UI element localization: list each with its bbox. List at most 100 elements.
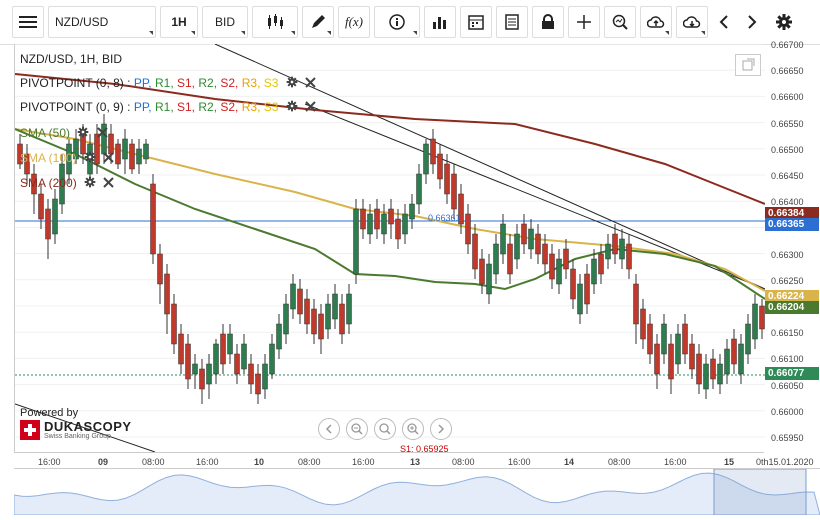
pivot-legend-1: PIVOTPOINT (0, 8) : PP, R1, S1, R2, S2, … [20,76,316,91]
info-button[interactable] [374,6,420,38]
candle-body [759,305,765,330]
candle-body [220,333,226,365]
dukascopy-logo: DUKASCOPY Swiss Banking Group [20,420,132,440]
settings-button[interactable] [768,6,800,38]
scroll-right-button[interactable] [740,6,764,38]
close-icon [96,127,108,138]
nav-forward-button[interactable] [430,418,452,440]
sma-remove-button[interactable] [96,127,108,141]
time-tick-label: 08:00 [142,457,165,467]
candle-body [745,323,751,355]
pivot-item: S3 [260,100,279,114]
sma-remove-button[interactable] [103,152,115,166]
time-tick-label: 08:00 [608,457,631,467]
sma-remove-button[interactable] [103,177,115,191]
sma-settings-button[interactable] [77,126,89,141]
instrument-selector[interactable]: NZD/USD [48,6,156,38]
sma-settings-button[interactable] [84,176,96,191]
zoom-out-button[interactable] [346,418,368,440]
time-tick-label: 16:00 [196,457,219,467]
candle-body [185,343,191,380]
candle-body [297,288,303,315]
menu-button[interactable] [12,6,44,38]
function-label: f(x) [344,14,364,29]
side-selector[interactable]: BID [202,6,248,38]
lock-icon [542,14,554,29]
indicators-button[interactable]: f(x) [338,6,370,38]
chevron-right-icon [438,424,445,434]
sma50-legend: SMA (50) [20,126,108,141]
draw-button[interactable] [302,6,334,38]
bar-chart-icon [433,17,446,29]
scroll-left-button[interactable] [712,6,736,38]
expand-button[interactable] [735,54,761,76]
pivot-remove-button[interactable] [305,77,316,91]
price-tick-label: 0.66100 [771,354,804,365]
price-tick-label: 0.66650 [771,66,804,77]
candle-body [59,163,65,205]
candle-body [381,213,387,235]
crosshair-button[interactable] [568,6,600,38]
candle-body [717,363,723,385]
candle-body [458,193,464,225]
price-axis[interactable]: 0.66700 0.66650 0.66600 0.66550 0.66500 0.664… [765,40,820,452]
candle-body [479,258,485,285]
calendar-button[interactable] [460,6,492,38]
candle-body [710,358,716,380]
candle-body [577,283,583,315]
zoom-button[interactable] [604,6,636,38]
candle-body [318,313,324,340]
time-tick-label: 09 [98,457,109,467]
side-label: BID [214,15,235,29]
caret-icon [291,31,295,35]
pivot-item: S1, [173,76,196,90]
pivot-remove-button[interactable] [305,101,316,115]
candle-body [605,243,611,260]
upload-button[interactable] [640,6,672,38]
candle-body [164,273,170,315]
chart-type-button[interactable] [252,6,298,38]
download-button[interactable] [676,6,708,38]
candle-body [549,253,555,280]
candle-body [199,368,205,390]
candle-body [38,193,44,220]
close-icon [305,101,316,112]
candle-body [290,283,296,310]
brand-name: DUKASCOPY [44,419,132,434]
reset-zoom-button[interactable] [374,418,396,440]
candle-body [171,303,177,345]
overview-navigator[interactable] [13,468,820,516]
crosshair-icon [577,15,591,29]
candle-body [325,303,331,330]
candle-body [311,308,317,335]
candle-body [493,243,499,275]
nav-back-button[interactable] [318,418,340,440]
news-button[interactable] [496,6,528,38]
candle-body [213,343,219,375]
zoom-in-button[interactable] [402,418,424,440]
chevron-left-icon [325,424,332,434]
pivot-settings-button[interactable] [286,100,298,115]
price-chart [14,43,766,453]
sma-settings-button[interactable] [84,151,96,166]
pivot-settings-button[interactable] [286,76,298,91]
close-icon [305,77,316,88]
caret-icon [241,31,245,35]
pivot-item: S1, [173,100,196,114]
price-tick-label: 0.66000 [771,406,804,417]
candle-body [283,303,289,335]
lock-button[interactable] [532,6,564,38]
caret-icon [413,31,417,35]
time-axis[interactable]: 16:00 09 08:00 16:00 10 08:00 16:00 13 08:00 16:0… [14,452,814,469]
sma100-line [14,128,766,292]
candle-body [661,323,667,355]
candle-body [227,333,233,355]
pivot-legend-2: PIVOTPOINT (0, 9) : PP, R1, S1, R2, S2, … [20,100,316,115]
sma100-label: SMA (100) [20,151,77,165]
volume-button[interactable] [424,6,456,38]
pivot-sep: : [127,76,131,90]
timeframe-selector[interactable]: 1H [160,6,198,38]
chart-area[interactable] [14,43,766,453]
candle-body [262,363,268,390]
candle-body [612,233,618,255]
